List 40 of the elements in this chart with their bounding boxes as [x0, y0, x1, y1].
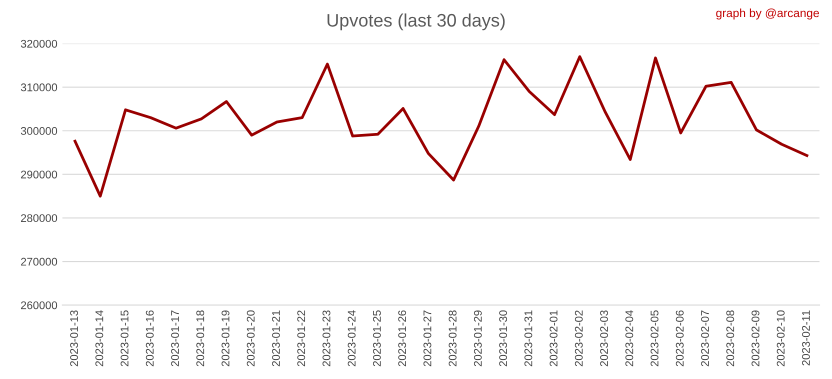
- x-tick-label: 2023-01-21: [272, 310, 280, 366]
- y-tick-label: 260000: [21, 301, 58, 310]
- x-tick-label: 2023-02-01: [550, 310, 558, 366]
- x-tick-label: 2023-02-05: [650, 310, 658, 366]
- x-tick-label: 2023-02-06: [676, 310, 684, 366]
- x-tick-label: 2023-01-26: [398, 310, 406, 366]
- x-tick-label: 2023-01-15: [120, 310, 128, 366]
- x-tick-label: 2023-01-28: [448, 310, 457, 366]
- x-tick-label: 2023-01-17: [171, 310, 179, 366]
- chart-title: Upvotes (last 30 days): [328, 13, 505, 30]
- x-tick-label: 2023-01-23: [322, 310, 330, 366]
- x-tick-label: 2023-01-16: [146, 310, 154, 366]
- x-tick-label: 2023-01-20: [246, 310, 255, 366]
- x-tick-label: 2023-02-11: [802, 310, 810, 366]
- x-tick-label: 2023-02-09: [752, 310, 760, 366]
- x-tick-label: 2023-02-04: [625, 310, 634, 366]
- y-tick-label: 300000: [20, 127, 58, 135]
- x-tick-label: 2023-01-24: [348, 310, 356, 366]
- y-tick-label: 270000: [21, 258, 58, 266]
- x-tick-label: 2023-01-31: [524, 310, 532, 366]
- x-tick-label: 2023-02-02: [574, 310, 583, 366]
- text: graph by @arcange: [716, 8, 820, 20]
- x-tick-label: 2023-02-10: [776, 310, 785, 366]
- x-tick-label: 2023-02-07: [701, 310, 709, 366]
- x-tick-label: 2023-01-29: [474, 310, 482, 366]
- x-tick-label: 2023-01-19: [222, 310, 230, 366]
- x-tick-label: 2023-01-13: [70, 310, 78, 366]
- y-tick-label: 320000: [20, 40, 58, 48]
- y-tick-label: 310000: [20, 83, 58, 92]
- y-tick-label: 280000: [21, 214, 58, 222]
- x-tick-label: 2023-02-08: [726, 310, 734, 366]
- x-tick-label: 2023-01-27: [423, 310, 432, 366]
- x-tick-label: 2023-01-18: [196, 310, 204, 366]
- x-tick-label: 2023-01-25: [372, 310, 381, 366]
- x-tick-label: 2023-02-03: [600, 310, 608, 366]
- x-tick-label: 2023-01-22: [297, 310, 306, 366]
- x-tick-label: 2023-01-14: [95, 310, 104, 366]
- y-tick-label: 290000: [21, 170, 58, 178]
- line-series: [74, 55, 808, 198]
- x-tick-label: 2023-01-30: [499, 310, 508, 366]
